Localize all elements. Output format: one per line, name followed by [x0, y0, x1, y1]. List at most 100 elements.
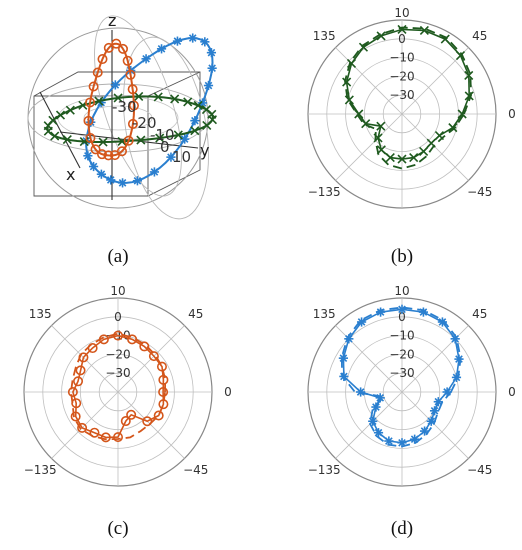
panel-a-blue-series-marker	[141, 54, 151, 64]
panel-c-angle-tick: −135	[24, 463, 57, 477]
panel-d-data-point	[375, 393, 385, 403]
panel-d-data-point	[451, 372, 462, 383]
panel-a-blue-series-marker	[106, 175, 116, 185]
panel-c-data-point	[153, 410, 164, 421]
panel-b-grid-spoke	[335, 113, 403, 181]
panel-d-data-point-stroke	[345, 335, 353, 343]
panel-d-angle-tick: 135	[313, 307, 336, 321]
panel-c-data-point	[71, 398, 82, 409]
panel-b-radial-tick: 10	[394, 6, 409, 20]
panel-a-blue-series-marker	[190, 116, 200, 126]
panel-c-radial-tick: 0	[114, 310, 122, 324]
panel-a-blue-series-marker	[207, 63, 217, 73]
panel-b-data-point	[448, 123, 458, 133]
panel-d-data-point-stroke	[339, 354, 348, 362]
panel-a-blue-series-marker-stroke	[118, 179, 127, 187]
panel-d-data-point-stroke	[398, 305, 406, 314]
panel-a-orange-series-marker	[92, 67, 103, 78]
panel-b-data-point	[376, 31, 386, 41]
panel-b-data-point	[373, 133, 383, 143]
caption-b: (b)	[391, 246, 413, 267]
panel-b-grid-spoke	[335, 47, 403, 115]
panel-d-data-point-stroke	[357, 318, 366, 326]
panel-a-green-series-marker	[183, 97, 193, 107]
panel-a-blue-series-marker	[96, 169, 106, 179]
panel-d-data-point-stroke	[374, 428, 383, 437]
panel-b-data-point	[342, 77, 352, 87]
caption-d: (d)	[391, 518, 413, 539]
panel-b-data-point	[376, 145, 386, 155]
panel-a-reference-ring	[83, 105, 153, 131]
panel-c-data-point	[156, 361, 167, 372]
panel-c-radial-tick: −20	[105, 347, 130, 361]
panel-a-orange-series-marker	[127, 118, 138, 129]
panel-c-data-point	[127, 334, 138, 345]
panel-a-orange-series-marker	[122, 55, 133, 66]
panel-d-data-point-stroke	[356, 388, 365, 396]
panel-a-orange-series-marker	[103, 42, 114, 53]
panel-d-data-point	[344, 334, 354, 344]
panel-a-series	[43, 33, 218, 188]
panel-a-orange-series-marker	[125, 69, 136, 80]
panel-b-data-point	[426, 138, 436, 148]
panel-a-reference-meridian	[123, 36, 209, 220]
panel-b-angle-tick: 135	[313, 29, 336, 43]
panel-a-green-series-marker	[94, 96, 104, 106]
panel-a-green-series-marker	[48, 115, 58, 125]
panel-b-angle-tick: −135	[308, 185, 341, 199]
panel-a-green-series-marker	[134, 91, 144, 102]
panel-c-data-point	[120, 416, 131, 427]
panel-b-data-point	[346, 58, 357, 69]
panel-a-3d-pattern: z x y -30 -20 -10 0 10	[27, 11, 218, 220]
panel-a-blue-series-marker	[88, 161, 99, 172]
panel-a-blue-series-marker	[110, 80, 120, 90]
panel-c-angle-tick: 45	[188, 307, 203, 321]
panel-a-blue-series-line	[85, 36, 214, 184]
panel-b-data-point	[464, 70, 474, 81]
panel-c-grid-spoke	[117, 391, 185, 459]
panel-a-blue-series-marker-stroke	[201, 38, 209, 46]
panel-d-data-point	[418, 307, 429, 317]
panel-b-data-point	[419, 25, 429, 36]
panel-b-data-point	[344, 95, 354, 105]
panel-d-radial-tick: −10	[389, 329, 414, 343]
panel-c-data-point	[73, 376, 84, 387]
panel-d-data-point	[397, 438, 407, 448]
panel-a-blue-series-marker-stroke	[157, 45, 166, 53]
panel-a-green-series-marker	[62, 135, 72, 145]
panel-a-orange-series-marker	[117, 43, 128, 54]
panel-d-radial-tick: 10	[394, 284, 409, 298]
panel-c-data-point	[139, 341, 150, 352]
panel-b-data-point	[419, 146, 429, 157]
panel-a-green-series-marker	[98, 137, 108, 147]
panel-a-blue-series-marker-stroke	[207, 48, 216, 57]
panel-a-blue-series-marker-stroke	[84, 151, 92, 160]
panel-a-green-series-marker	[170, 94, 180, 104]
panel-d-angle-tick: −45	[467, 463, 492, 477]
panel-a-blue-series-marker-stroke	[150, 168, 159, 176]
panel-c-data-point	[148, 351, 159, 362]
panel-d-data-point	[429, 406, 440, 416]
panel-d-data-point-stroke	[376, 308, 385, 316]
panel-b-radial-tick: −20	[389, 69, 414, 83]
panel-a-orange-series-marker	[90, 144, 101, 155]
panel-c-data-point	[113, 330, 124, 341]
panel-b-data-point	[434, 131, 445, 141]
panel-c-angle-tick: −45	[183, 463, 208, 477]
panel-a-green-series-marker	[202, 120, 212, 130]
panel-a-blue-series-marker-stroke	[198, 99, 207, 107]
panel-c-radial-tick: 10	[110, 284, 125, 298]
panel-c-angle-tick: 0	[224, 385, 232, 399]
panel-d-data-point	[410, 434, 420, 444]
panel-a-blue-series-marker	[83, 151, 93, 161]
panel-b-angle-tick: −45	[467, 185, 492, 199]
panel-d-data-point	[433, 397, 443, 407]
panel-d-data-point	[454, 354, 464, 364]
panel-b-radial-tick: −30	[389, 88, 414, 102]
panel-c-data-point	[87, 343, 98, 354]
panel-a-green-series-marker	[113, 93, 123, 103]
panel-a-blue-series-marker-stroke	[106, 176, 115, 184]
panel-a-blue-series-marker	[156, 44, 167, 54]
panel-c-grid-spoke	[51, 325, 119, 393]
